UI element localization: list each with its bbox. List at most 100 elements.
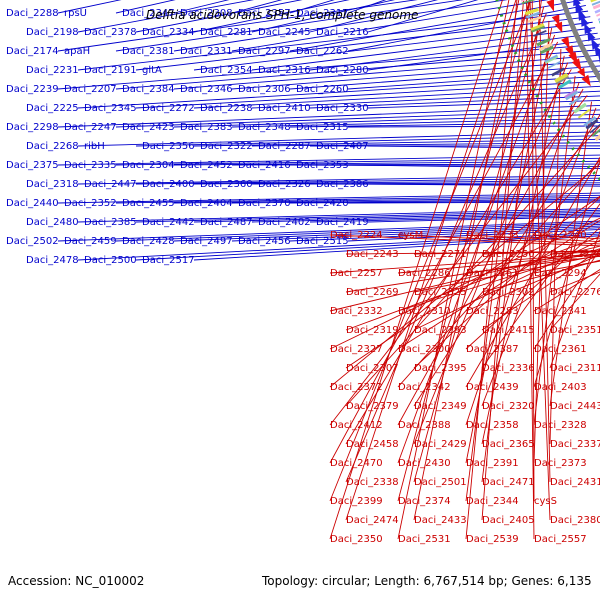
- gene-label-red: Daci_2431: [550, 477, 600, 488]
- gene-label-blue: Daci_2370: [238, 198, 291, 209]
- gene-label-blue-leader: [231, 118, 600, 128]
- gene-label-blue-leader: [57, 154, 600, 166]
- outer-gc-dotted-ring: [495, 0, 600, 182]
- gene-label-blue-leader: [347, 70, 600, 90]
- gene-label-red: Daci_2388: [398, 420, 451, 431]
- gene-label-red: Daci_2373: [534, 458, 587, 469]
- gene-label-blue-leader: [347, 164, 600, 170]
- gene-label-blue: Daci_2378: [84, 27, 137, 38]
- gene-label-red-leader: [329, 0, 503, 540]
- outer-cog-bar: [544, 54, 558, 63]
- gene-label-red: Daci_2278: [550, 249, 600, 260]
- gene-label-red: Daci_2351: [550, 325, 600, 336]
- gene-label-red-leader: [481, 55, 565, 445]
- gene-label-blue: Daci_2385: [84, 217, 137, 228]
- gene-label-blue-leader: [193, 180, 600, 185]
- gene-label-red: Daci_2319: [346, 325, 399, 336]
- gene-label-blue-leader: [231, 60, 600, 90]
- gene-label-red: Daci_2531: [398, 534, 451, 545]
- gene-label-blue: Daci_2216: [316, 27, 369, 38]
- gene-label-blue: Daci_2386: [316, 179, 369, 190]
- gene-label-red: Daci_2387: [466, 344, 519, 355]
- gene-label-red: Daci_2328: [534, 420, 587, 431]
- gene-label-blue: Daci_2354: [200, 65, 253, 76]
- gene-label-blue: Daci_2360: [200, 179, 253, 190]
- gene-label-blue: Daci_2322: [200, 141, 253, 152]
- gene-label-red: Daci_2412: [330, 420, 383, 431]
- gene-label-blue-leader: [77, 10, 589, 71]
- gene-label-blue: Daci_2420: [296, 198, 349, 209]
- gene-label-red-leader: [539, 0, 551, 483]
- gene-label-red-leader: [526, 0, 535, 540]
- gene-label-red-leader: [329, 0, 532, 502]
- gene-label-blue: Daci_2245: [258, 27, 311, 38]
- gene-label-red: Daci_2325: [414, 287, 467, 298]
- gene-label-red: Daci_2344: [466, 496, 519, 507]
- forward-gene-arrow: [584, 22, 593, 35]
- gene-label-blue: Daci_2478: [26, 255, 79, 266]
- gene-label-blue: Daci_2287: [258, 141, 311, 152]
- gene-label-red: Daci_2283: [466, 306, 519, 317]
- gene-label-red: Daci_2443: [550, 401, 600, 412]
- gene-label-blue: Daci_2347: [122, 8, 175, 19]
- gene-label-red-leader: [481, 250, 600, 255]
- gene-label-blue: Daci_2298: [6, 122, 59, 133]
- gene-label-red: Daci_2471: [482, 477, 535, 488]
- gene-label-blue: gltA: [142, 65, 162, 76]
- outer-cog-bar: [554, 72, 569, 83]
- gene-label-blue: Daci_2225: [26, 103, 79, 114]
- gene-label-layer: Daci_2288 rpsU Daci_2347 Daci_2308 Daci_2357…: [6, 8, 600, 545]
- gene-label-red-leader: [481, 0, 524, 521]
- gene-label-red: Daci_2307: [346, 363, 399, 374]
- gene-label-blue: Daci_2502: [6, 236, 59, 247]
- label-connector-layer: [57, 0, 600, 540]
- gene-label-blue-leader: [193, 0, 350, 33]
- gene-label-blue: Daci_2447: [84, 179, 137, 190]
- gene-label-red-leader: [413, 0, 520, 521]
- outer-cog-bar: [547, 60, 561, 69]
- inner-cog-bar: [590, 0, 598, 3]
- gene-label-blue-leader: [173, 0, 508, 52]
- gene-label-red-leader: [533, 20, 550, 464]
- gene-label-red-leader: [329, 163, 600, 388]
- gene-label-red-leader: [549, 48, 562, 445]
- gene-label-blue: Daci_2317: [296, 8, 349, 19]
- outer-cog-bar: [568, 96, 582, 106]
- gene-label-blue: Daci_2517: [142, 255, 195, 266]
- genome-title: Delftia acidovorans SPH-1, complete geno…: [146, 8, 419, 22]
- gene-label-red: Daci_2358: [466, 420, 519, 431]
- gene-label-red-leader: [413, 114, 600, 407]
- gene-label-red: Daci_2240: [534, 230, 587, 241]
- gene-label-blue-leader: [367, 0, 479, 33]
- gene-label-blue-leader: [57, 192, 600, 204]
- gene-label-red: Daci_2327: [330, 344, 383, 355]
- inner-cog-bar: [591, 0, 600, 6]
- gene-label-red-leader: [345, 195, 600, 369]
- gene-label-blue-leader: [135, 80, 600, 109]
- forward-gene-arrow: [573, 0, 581, 7]
- outer-cog-bar: [539, 45, 554, 55]
- outer-cog-bar: [536, 37, 551, 47]
- gene-label-blue: Daci_2410: [258, 103, 311, 114]
- gene-label-blue: Daci_2306: [238, 84, 291, 95]
- gene-label-blue: Daci_2402: [258, 217, 311, 228]
- gene-label-red-leader: [533, 234, 600, 240]
- gene-label-blue: apaH: [64, 46, 90, 57]
- gene-label-blue: Daci_2500: [84, 255, 137, 266]
- gene-label-blue: Daci_2455: [122, 198, 175, 209]
- gene-label-red: Daci_2257: [330, 268, 383, 279]
- gene-label-red: Daci_2310: [398, 306, 451, 317]
- gene-label-blue: Daci_2288: [6, 8, 59, 19]
- gene-label-blue: Daci_2487: [200, 217, 253, 228]
- gene-label-blue-leader: [193, 211, 600, 223]
- gene-label-red: Daci_2395: [414, 363, 467, 374]
- gene-label-blue: Daci_2423: [122, 122, 175, 133]
- gene-label-red-leader: [465, 0, 531, 502]
- outer-cog-bar: [551, 67, 565, 77]
- gene-label-red: Daci_2403: [534, 382, 587, 393]
- gene-label-blue: Daci_2407: [316, 141, 369, 152]
- gene-label-red-leader: [345, 252, 600, 293]
- gene-label-blue: Daci_2326: [258, 179, 311, 190]
- gene-label-red: Daci_2439: [466, 382, 519, 393]
